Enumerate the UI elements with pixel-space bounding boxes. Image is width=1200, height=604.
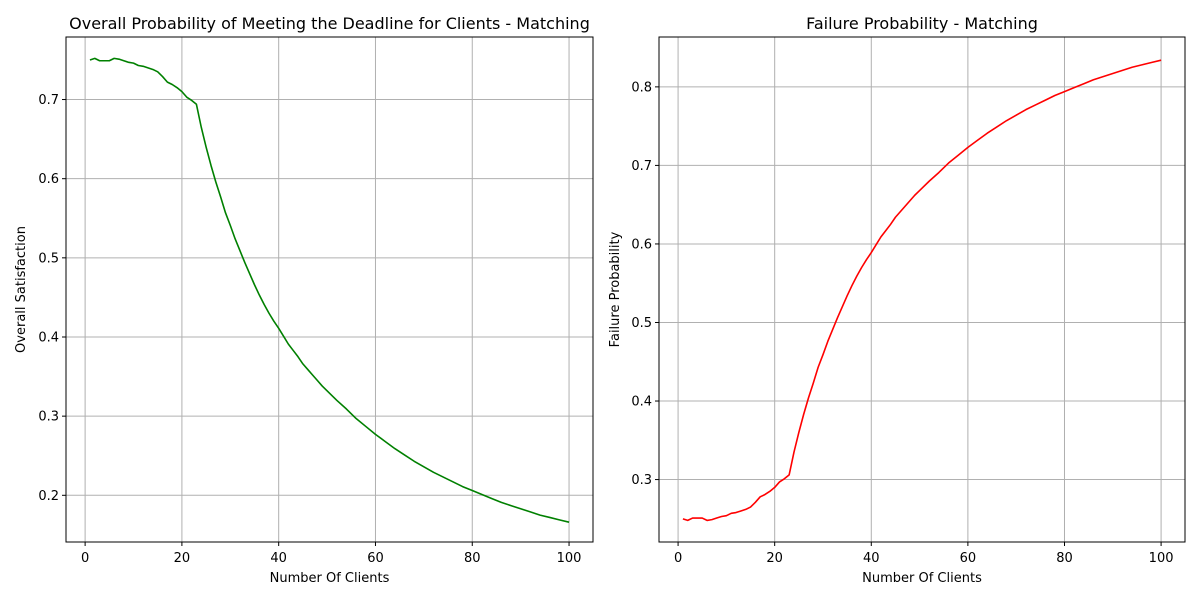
plot-frame <box>65 36 594 543</box>
x-tick-label: 0 <box>674 551 682 566</box>
y-axis-label: Overall Satisfaction <box>14 226 29 353</box>
data-series <box>682 59 1162 522</box>
x-tick-label: 0 <box>81 551 89 566</box>
y-axis-label: Failure Probability <box>608 231 623 347</box>
plot-frame <box>658 36 1186 543</box>
x-tick-label: 60 <box>367 551 384 566</box>
y-tick-label: 0.6 <box>38 172 59 187</box>
y-tick-label: 0.4 <box>631 395 652 410</box>
y-tick-label: 0.5 <box>631 316 652 331</box>
y-tick-label: 0.6 <box>631 237 652 252</box>
axis-ticks: 0 20 40 60 80 100 0.3 0.4 0.5 0.6 0.7 0.8 <box>631 80 1173 566</box>
failure-chart: Failure Probability - Matching 0 20 40 60 80… <box>608 14 1186 586</box>
grid-lines <box>66 37 593 542</box>
y-tick-label: 0.5 <box>38 251 59 266</box>
x-tick-label: 60 <box>960 551 977 566</box>
chart-title: Overall Probability of Meeting the Deadl… <box>69 14 590 33</box>
data-series <box>89 57 570 523</box>
y-tick-label: 0.3 <box>38 410 59 425</box>
axis-ticks: 0 20 40 60 80 100 0.2 0.3 0.4 0.5 0.6 0.7 <box>38 93 581 566</box>
series-line <box>89 57 570 523</box>
x-tick-label: 100 <box>1149 551 1174 566</box>
x-axis-label: Number Of Clients <box>862 571 982 586</box>
x-tick-label: 20 <box>174 551 191 566</box>
y-tick-label: 0.8 <box>631 80 652 95</box>
x-tick-label: 100 <box>557 551 582 566</box>
x-tick-label: 40 <box>270 551 287 566</box>
y-tick-label: 0.4 <box>38 330 59 345</box>
x-tick-label: 40 <box>863 551 880 566</box>
x-tick-label: 80 <box>464 551 481 566</box>
x-tick-label: 20 <box>766 551 783 566</box>
series-line <box>682 59 1162 522</box>
y-tick-label: 0.3 <box>631 473 652 488</box>
grid-lines <box>659 37 1185 542</box>
y-tick-label: 0.7 <box>38 93 59 108</box>
x-tick-label: 80 <box>1056 551 1073 566</box>
x-axis-label: Number Of Clients <box>270 571 390 586</box>
chart-title: Failure Probability - Matching <box>806 14 1038 33</box>
y-tick-label: 0.2 <box>38 489 59 504</box>
satisfaction-chart: Overall Probability of Meeting the Deadl… <box>14 14 594 586</box>
y-tick-label: 0.7 <box>631 159 652 174</box>
